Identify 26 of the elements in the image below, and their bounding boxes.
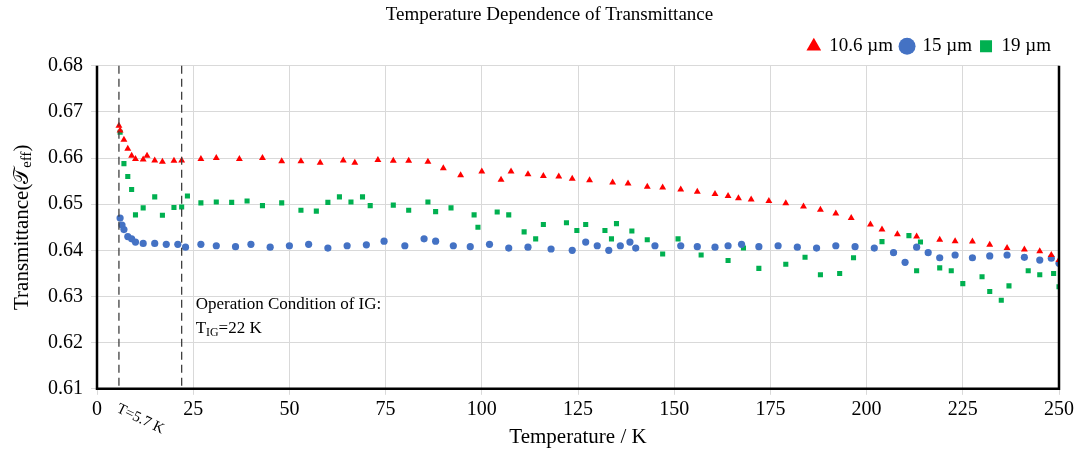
annotation: Operation Condition of IG:: [195, 294, 382, 314]
x-tick-label: 225: [947, 397, 978, 420]
y-tick-label: 0.62: [48, 329, 83, 352]
y-tick-label: 0.66: [48, 145, 83, 168]
x-tick-label: 125: [563, 397, 593, 420]
y-tick-label: 0.61: [48, 376, 83, 399]
x-tick-label: 25: [183, 397, 204, 420]
y-tick-label: 0.64: [48, 237, 83, 260]
y-tick-label: 0.63: [48, 283, 83, 306]
ref-line-label: T=5.7 K: [114, 399, 168, 437]
legend-label: 15 µm: [922, 34, 973, 56]
y-tick-label: 0.65: [48, 191, 83, 214]
x-tick-label: 150: [659, 397, 690, 420]
y-tick-label: 0.68: [48, 53, 83, 76]
x-tick-label: 250: [1044, 397, 1074, 420]
legend-label: 19 µm: [1001, 34, 1052, 56]
x-tick-label: 75: [375, 397, 396, 420]
x-tick-label: 100: [466, 397, 497, 420]
x-axis-title: Temperature / K: [509, 423, 647, 448]
x-tick-label: 200: [851, 397, 882, 420]
y-tick-label: 0.67: [48, 99, 83, 122]
x-tick-label: 50: [279, 397, 300, 420]
chart-title: Temperature Dependence of Transmittance: [385, 3, 714, 25]
x-tick-label: 0: [92, 397, 102, 420]
x-tick-label: 175: [755, 397, 786, 420]
legend-label: 10.6 µm: [829, 34, 894, 56]
